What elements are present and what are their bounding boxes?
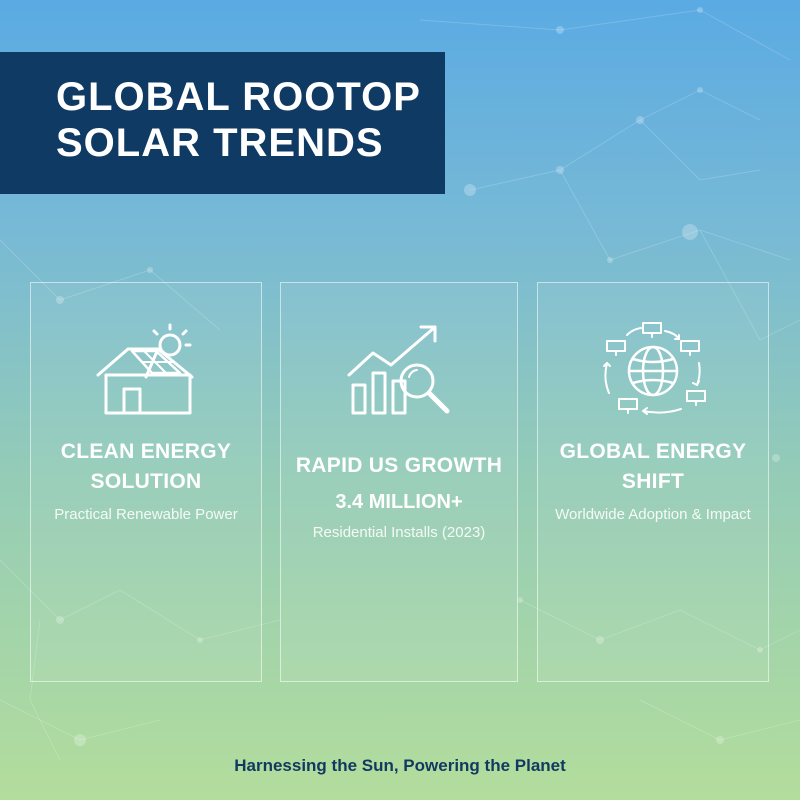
card-2-heading: RAPID US GROWTH (295, 454, 503, 477)
card-1-heading-line-2: SOLUTION (90, 470, 202, 493)
card-1-heading: CLEAN ENERGY SOLUTION (31, 437, 261, 497)
card-1-subtitle: Practical Renewable Power (54, 506, 238, 523)
card-3-subtitle: Worldwide Adoption & Impact (555, 506, 751, 523)
card-3-heading-line-2: SHIFT (621, 470, 685, 493)
card-clean-energy: CLEAN ENERGY SOLUTION Practical Renewabl… (30, 282, 262, 682)
globe-solar-panels-icon (603, 322, 706, 415)
card-us-growth: RAPID US GROWTH 3.4 MILLION+ Residential… (280, 282, 518, 682)
card-2-subtitle: Residential Installs (2023) (312, 524, 486, 541)
title-line-2: SOLAR TRENDS (56, 121, 384, 165)
tagline: Harnessing the Sun, Powering the Planet (234, 756, 566, 775)
card-2-stat: 3.4 MILLION+ (335, 491, 463, 513)
growth-chart-magnifier-icon (347, 325, 450, 415)
title-line-1: GLOBAL ROOTOP (56, 75, 421, 119)
card-1-heading-line-1: CLEAN ENERGY (60, 440, 232, 463)
card-global-shift: GLOBAL ENERGY SHIFT Worldwide Adoption &… (537, 282, 769, 682)
card-3-heading: GLOBAL ENERGY SHIFT (538, 437, 768, 497)
card-3-heading-line-1: GLOBAL ENERGY (559, 440, 747, 463)
title-banner: GLOBAL ROOTOP SOLAR TRENDS (0, 52, 445, 194)
solar-house-icon (96, 323, 194, 415)
